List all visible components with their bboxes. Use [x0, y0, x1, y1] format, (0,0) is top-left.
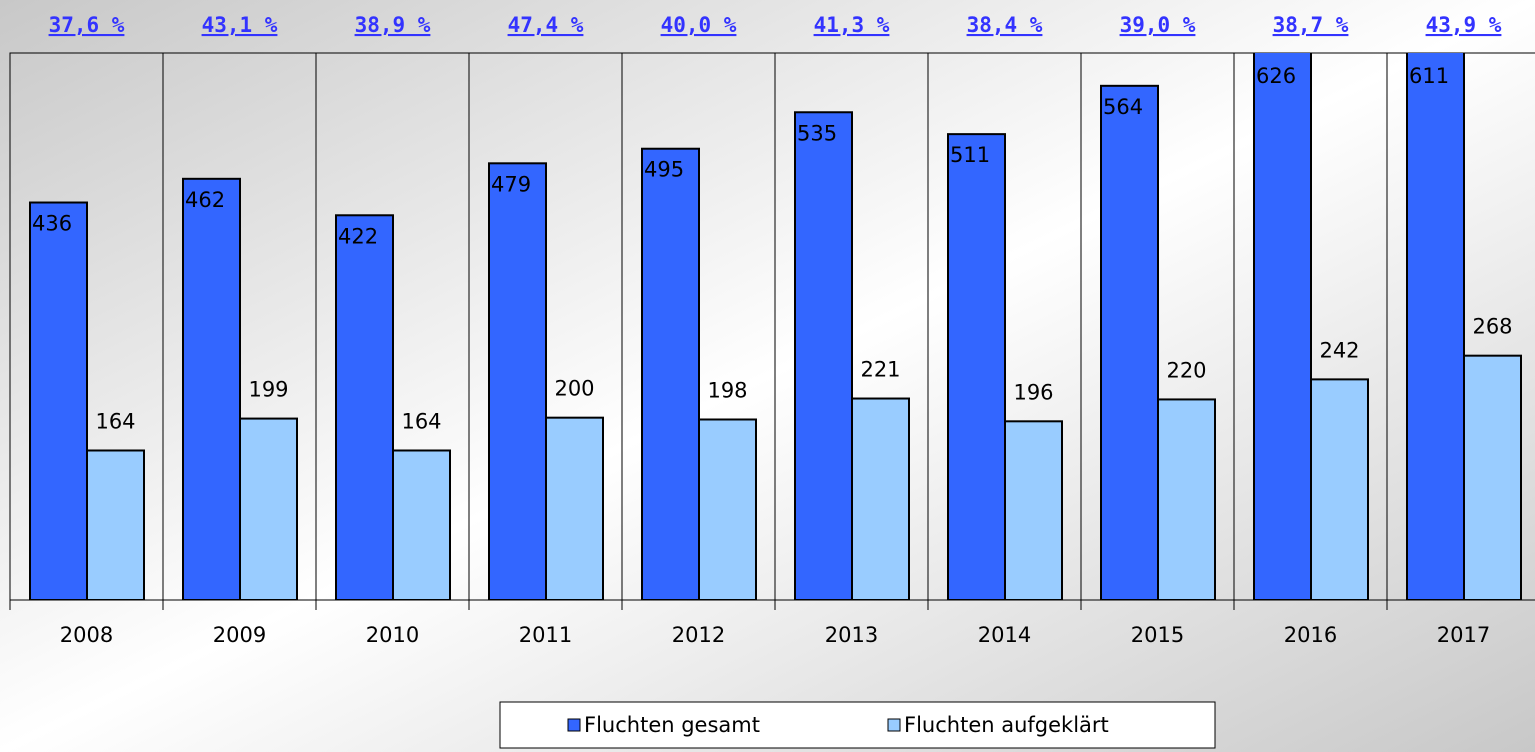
bar [1100, 84, 1159, 600]
rate-label: 43,9 % [1426, 13, 1502, 37]
rate-label: 38,7 % [1273, 13, 1349, 37]
value-label: 199 [248, 378, 288, 402]
x-tick-label: 2008 [60, 623, 113, 647]
value-label: 564 [1103, 95, 1143, 119]
x-tick-label: 2013 [825, 623, 878, 647]
bar [698, 418, 757, 600]
rate-label: 37,6 % [49, 13, 125, 37]
value-label: 164 [401, 409, 441, 433]
bar [29, 201, 88, 600]
bar [1406, 53, 1465, 600]
bar [86, 449, 145, 600]
value-label: 479 [491, 172, 531, 196]
legend-swatch [567, 718, 581, 732]
value-label: 511 [950, 143, 990, 167]
x-tick-label: 2015 [1131, 623, 1184, 647]
rate-label: 38,4 % [967, 13, 1043, 37]
rate-label: 40,0 % [661, 13, 737, 37]
x-tick-label: 2010 [366, 623, 419, 647]
value-label: 200 [554, 377, 594, 401]
bar [1310, 378, 1369, 600]
rate-label: 41,3 % [814, 13, 890, 37]
value-label: 268 [1472, 315, 1512, 339]
x-tick-label: 2009 [213, 623, 266, 647]
value-label: 495 [644, 158, 684, 182]
x-tick-label: 2016 [1284, 623, 1337, 647]
rate-label: 38,9 % [355, 13, 431, 37]
bar [641, 147, 700, 600]
bar [1004, 420, 1063, 600]
bar [239, 417, 298, 600]
bar [1157, 398, 1216, 600]
bar [851, 397, 910, 600]
value-label: 196 [1013, 380, 1053, 404]
x-tick-label: 2017 [1437, 623, 1490, 647]
value-label: 422 [338, 224, 378, 248]
value-label: 242 [1319, 338, 1359, 362]
bar [488, 162, 547, 600]
value-label: 535 [797, 121, 837, 145]
bars [29, 53, 1522, 600]
rate-label: 47,4 % [508, 13, 584, 37]
value-label: 436 [32, 212, 72, 236]
value-label: 220 [1166, 358, 1206, 382]
bar [947, 133, 1006, 600]
x-tick-label: 2014 [978, 623, 1031, 647]
legend-label: Fluchten aufgeklärt [904, 713, 1109, 737]
x-tick-label: 2012 [672, 623, 725, 647]
legend-box [499, 701, 1216, 749]
value-label: 626 [1256, 64, 1296, 88]
x-tick-label: 2011 [519, 623, 572, 647]
value-label: 221 [860, 358, 900, 382]
value-label: 198 [707, 378, 747, 402]
bar [1463, 354, 1522, 600]
bar [545, 416, 604, 600]
value-label: 611 [1409, 64, 1449, 88]
value-label: 164 [95, 409, 135, 433]
bar [794, 111, 853, 600]
value-label: 462 [185, 188, 225, 212]
legend-label: Fluchten gesamt [584, 713, 760, 737]
bar [182, 177, 241, 600]
bar [1253, 53, 1312, 600]
bar [392, 449, 451, 600]
bar [335, 214, 394, 600]
rate-label: 39,0 % [1120, 13, 1196, 37]
rate-label: 43,1 % [202, 13, 278, 37]
legend-swatch [887, 718, 901, 732]
